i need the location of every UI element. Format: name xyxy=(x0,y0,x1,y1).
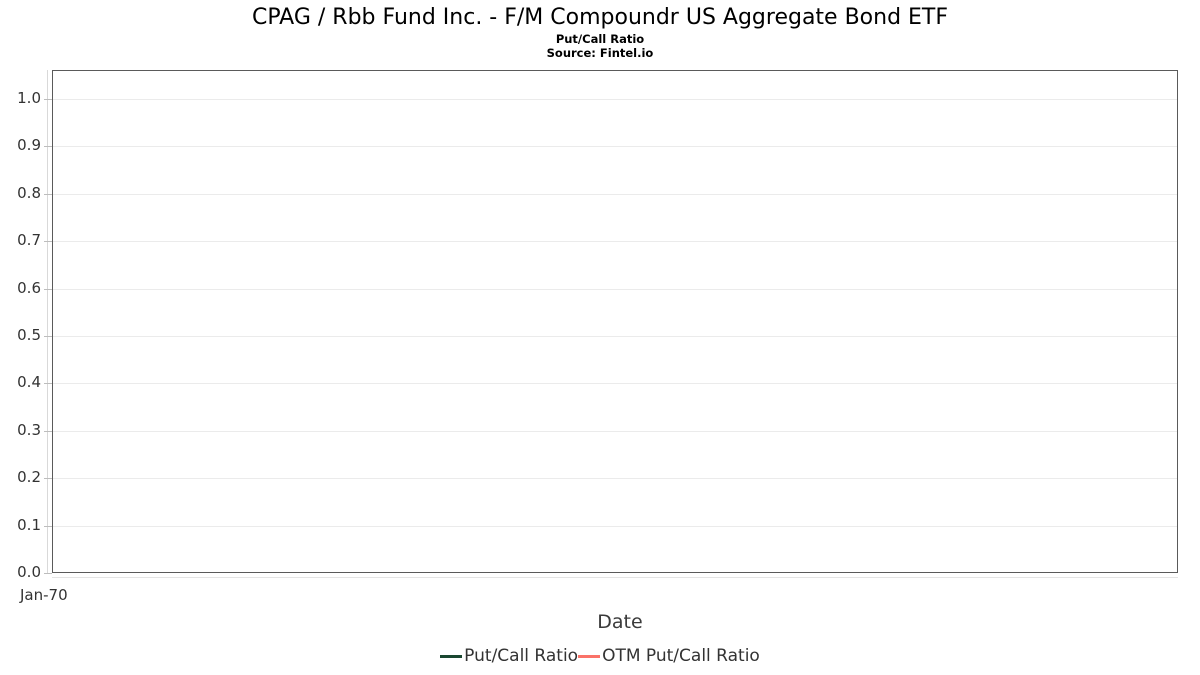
y-axis-tick xyxy=(44,194,52,195)
legend-swatch-icon xyxy=(578,654,601,658)
axis-underline xyxy=(52,577,1178,578)
gridline xyxy=(53,99,1177,100)
y-axis-tick xyxy=(44,146,52,147)
title-block: CPAG / Rbb Fund Inc. - F/M Compoundr US … xyxy=(0,4,1200,60)
gridline xyxy=(53,525,1177,527)
legend-item-otm-put-call-ratio[interactable]: OTM Put/Call Ratio xyxy=(578,646,760,666)
gridline xyxy=(53,288,1177,290)
legend-label: OTM Put/Call Ratio xyxy=(602,646,760,666)
y-axis-tick xyxy=(44,241,52,242)
y-axis-tick xyxy=(44,526,52,527)
x-axis-title: Date xyxy=(597,611,643,633)
y-axis-tick-label: 0.2 xyxy=(17,468,41,487)
gridline xyxy=(53,336,1177,337)
gridline xyxy=(53,430,1177,432)
chart-title: CPAG / Rbb Fund Inc. - F/M Compoundr US … xyxy=(251,5,949,30)
y-axis-tick-label: 0.8 xyxy=(17,183,41,202)
y-axis-tick-label: 0.3 xyxy=(17,420,41,439)
y-axis-tick-label: 0.1 xyxy=(17,515,41,534)
y-axis-tick-label: 0.0 xyxy=(17,563,41,581)
y-axis-tick-label: 0.6 xyxy=(17,278,41,297)
y-axis-tick xyxy=(44,431,52,432)
x-axis-tick-label: Jan-70 xyxy=(20,586,68,604)
series-layer xyxy=(53,71,1177,572)
chart-source: Source: Fintel.io xyxy=(546,46,654,60)
y-axis-tick-label: 0.4 xyxy=(17,373,41,392)
plot-area xyxy=(52,70,1178,573)
y-axis-tick xyxy=(44,336,52,337)
legend-swatch-icon xyxy=(440,654,463,658)
gridline xyxy=(53,383,1177,385)
y-axis-spine xyxy=(47,70,48,573)
gridline xyxy=(53,193,1177,195)
y-axis-tick xyxy=(44,99,52,100)
legend-item-put-call-ratio[interactable]: Put/Call Ratio xyxy=(440,646,578,666)
y-axis-tick-label: 1.0 xyxy=(17,89,41,107)
gridline xyxy=(53,478,1177,480)
y-axis-tick xyxy=(44,573,52,574)
legend-label: Put/Call Ratio xyxy=(464,646,579,666)
y-axis-tick xyxy=(44,289,52,290)
gridline xyxy=(53,241,1177,243)
y-axis-tick xyxy=(44,478,52,479)
chart-legend: Put/Call Ratio OTM Put/Call Ratio xyxy=(0,646,1200,666)
y-axis-tick-label: 0.9 xyxy=(17,136,41,155)
y-axis-tick-label: 0.7 xyxy=(17,231,41,250)
y-axis-tick-label: 0.5 xyxy=(17,326,41,344)
gridline xyxy=(53,146,1177,148)
y-axis-tick xyxy=(44,383,52,384)
chart-subtitle: Put/Call Ratio xyxy=(555,32,645,46)
